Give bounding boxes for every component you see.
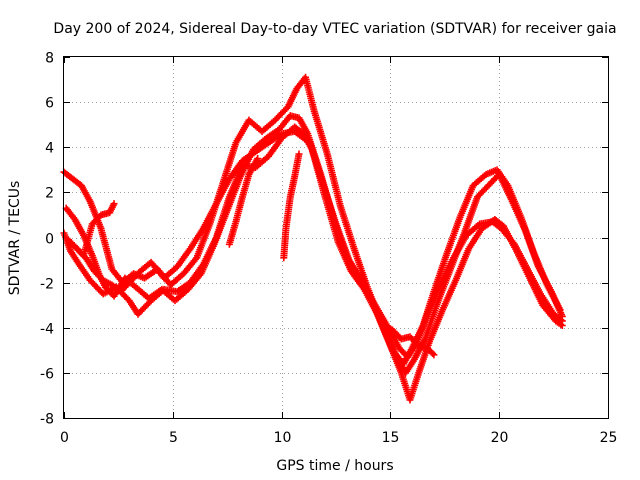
series-fragment-f <box>225 155 262 248</box>
x-tick-label: 0 <box>60 430 69 446</box>
y-tick-label: -8 <box>40 412 54 428</box>
x-tick-label: 20 <box>491 430 509 446</box>
x-tick-label: 25 <box>600 430 618 446</box>
y-tick-label: 4 <box>45 141 54 157</box>
data-point <box>430 351 438 359</box>
data-point <box>558 317 566 325</box>
y-axis-label: SDTVAR / TECUs <box>7 181 23 296</box>
data-point <box>557 316 565 324</box>
y-tick-label: 6 <box>45 96 54 112</box>
series-fragment-h <box>380 321 438 359</box>
y-tick-label: 2 <box>45 186 54 202</box>
y-tick-label: 8 <box>45 51 54 67</box>
y-tick-label: -6 <box>40 367 54 383</box>
series-fragment-e <box>69 200 118 260</box>
plot-frame <box>63 56 609 419</box>
x-tick-label: 10 <box>274 430 292 446</box>
y-tick-label: -2 <box>40 277 54 293</box>
y-tick-label: -4 <box>40 322 54 338</box>
data-point <box>295 150 303 158</box>
series-track-d <box>64 127 566 361</box>
series-fragment-g <box>280 150 303 262</box>
data-point <box>110 200 118 208</box>
data-markers <box>60 73 566 404</box>
data-point <box>429 349 437 357</box>
chart-title: Day 200 of 2024, Sidereal Day-to-day VTE… <box>53 21 616 37</box>
x-tick-label: 5 <box>169 430 178 446</box>
y-tick-label: 0 <box>45 232 54 248</box>
x-axis-label: GPS time / hours <box>276 458 393 474</box>
data-point <box>254 155 262 163</box>
x-tick-label: 15 <box>382 430 400 446</box>
series-track-a <box>60 123 566 404</box>
